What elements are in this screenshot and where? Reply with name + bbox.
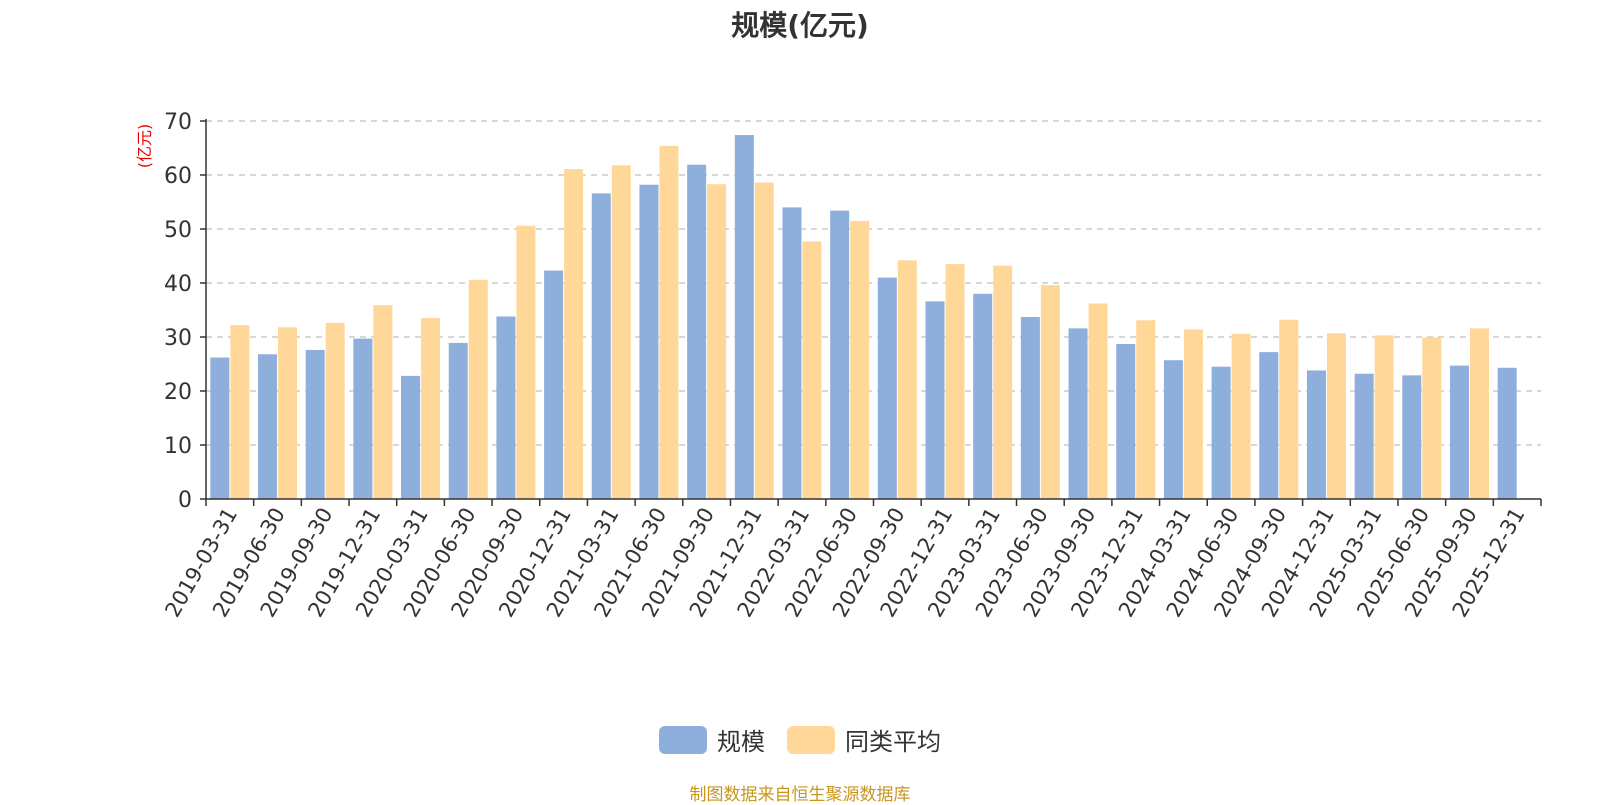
legend-item-peer-average[interactable]: 同类平均	[787, 722, 941, 757]
bar-peer-average	[897, 260, 917, 499]
bar-scale	[1306, 370, 1326, 499]
bar-scale	[401, 375, 421, 499]
bar-scale	[830, 210, 850, 499]
bar-scale	[353, 338, 373, 499]
bar-peer-average	[1088, 303, 1108, 499]
legend-label-scale: 规模	[717, 728, 765, 756]
bar-scale	[448, 342, 468, 499]
bar-peer-average	[802, 241, 822, 500]
bar-scale	[496, 316, 516, 499]
bar-scale	[782, 207, 802, 499]
bar-peer-average	[421, 318, 441, 499]
bar-peer-average	[230, 325, 250, 499]
bar-scale	[925, 301, 945, 499]
bar-peer-average	[1374, 335, 1394, 499]
y-tick-label: 30	[164, 326, 192, 351]
bar-peer-average	[1183, 329, 1203, 499]
bar-scale	[1116, 344, 1136, 499]
y-tick-label: 40	[164, 272, 192, 297]
bar-scale	[973, 293, 993, 499]
bar-scale	[591, 193, 611, 500]
y-axis-unit-label: (亿元)	[135, 124, 154, 169]
y-tick-label: 70	[164, 110, 192, 135]
bar-scale	[639, 184, 659, 499]
bar-peer-average	[945, 264, 965, 499]
bar-scale	[1259, 352, 1279, 499]
bar-peer-average	[1422, 337, 1442, 499]
bar-peer-average	[468, 279, 488, 499]
chart-title: 规模(亿元)	[731, 9, 869, 42]
bar-peer-average	[325, 322, 345, 499]
bar-scale	[258, 354, 278, 499]
y-tick-label: 20	[164, 380, 192, 405]
bar-peer-average	[1040, 285, 1060, 499]
bar-scale	[544, 270, 564, 499]
bar-peer-average	[659, 145, 679, 499]
bar-scale	[734, 135, 754, 500]
bar-peer-average	[373, 305, 393, 499]
bar-scale	[1449, 365, 1469, 499]
bar-peer-average	[611, 165, 631, 499]
bar-peer-average	[754, 182, 774, 499]
y-tick-label: 0	[178, 488, 192, 513]
legend-swatch-scale	[659, 725, 707, 754]
legend-label-peer-average: 同类平均	[845, 728, 941, 756]
y-tick-label: 10	[164, 434, 192, 459]
bar-scale	[1354, 373, 1374, 499]
bar-peer-average	[1326, 333, 1346, 499]
bar-peer-average	[850, 220, 870, 499]
bar-scale	[1068, 328, 1088, 499]
bar-scale	[1402, 375, 1422, 499]
legend: 规模 同类平均	[0, 722, 1600, 757]
y-tick-label: 60	[164, 164, 192, 189]
bar-scale	[210, 357, 230, 499]
bar-peer-average	[1136, 320, 1156, 499]
bars	[210, 135, 1517, 500]
bar-peer-average	[516, 225, 536, 499]
bar-scale	[1497, 367, 1517, 499]
source-note: 制图数据来自恒生聚源数据库	[689, 785, 911, 805]
bar-scale	[877, 277, 897, 499]
y-tick-label: 50	[164, 218, 192, 243]
bar-peer-average	[1469, 328, 1489, 499]
bar-scale	[1211, 366, 1231, 499]
bar-peer-average	[993, 265, 1013, 499]
axes	[200, 119, 1542, 506]
bar-scale	[687, 164, 707, 500]
bar-peer-average	[1279, 319, 1299, 499]
bar-scale	[305, 349, 325, 499]
bar-peer-average	[564, 169, 584, 499]
legend-item-scale[interactable]: 规模	[659, 722, 765, 757]
bar-peer-average	[1231, 333, 1251, 499]
bar-peer-average	[707, 184, 727, 499]
bar-peer-average	[278, 327, 298, 499]
bar-scale	[1020, 317, 1040, 499]
bar-scale	[1163, 360, 1183, 499]
legend-swatch-peer-average	[787, 725, 835, 754]
